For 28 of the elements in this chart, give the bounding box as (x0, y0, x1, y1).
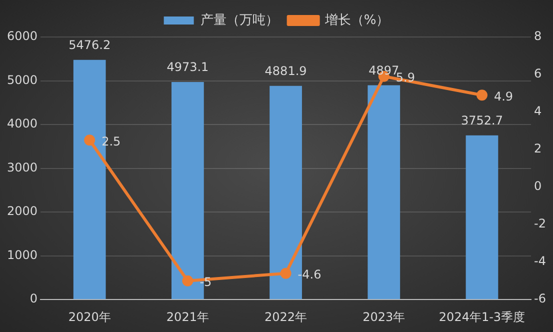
legend-label: 产量（万吨） (200, 12, 278, 28)
y2-tick-label: 6 (534, 66, 542, 81)
y2-tick-label: 8 (534, 29, 542, 44)
y-tick-label: 0 (30, 292, 38, 306)
y2-tick-label: -4 (534, 254, 546, 268)
y-tick-label: 5000 (6, 72, 38, 87)
y2-tick-label: 0 (534, 179, 542, 194)
y-tick-label: 6000 (6, 29, 38, 44)
y2-tick-label: 2 (534, 142, 542, 156)
y-tick-label: 3000 (6, 160, 38, 174)
y-tick-label: 1000 (6, 248, 38, 262)
data-label: 5476.2 (68, 38, 111, 52)
data-label: 4973.1 (166, 60, 209, 74)
y2-tick-label: -6 (534, 292, 546, 306)
x-tick-label: 2022年 (264, 310, 308, 324)
y2-tick-label: 4 (534, 104, 542, 118)
data-label: 4881.9 (264, 64, 307, 78)
data-label: 4.9 (494, 89, 514, 104)
data-label: -5 (200, 274, 212, 289)
x-tick-label: 2020年 (68, 310, 111, 324)
x-tick-label: 2024年1-3季度 (438, 310, 526, 324)
data-label: 3752.7 (460, 113, 503, 128)
y2-tick-label: -2 (534, 216, 546, 231)
legend-label: 增长（%） (324, 12, 390, 28)
y-tick-label: 2000 (6, 204, 38, 218)
y-tick-label: 4000 (6, 116, 38, 131)
x-tick-label: 2021年 (166, 310, 209, 324)
x-tick-label: 2023年 (362, 310, 406, 324)
